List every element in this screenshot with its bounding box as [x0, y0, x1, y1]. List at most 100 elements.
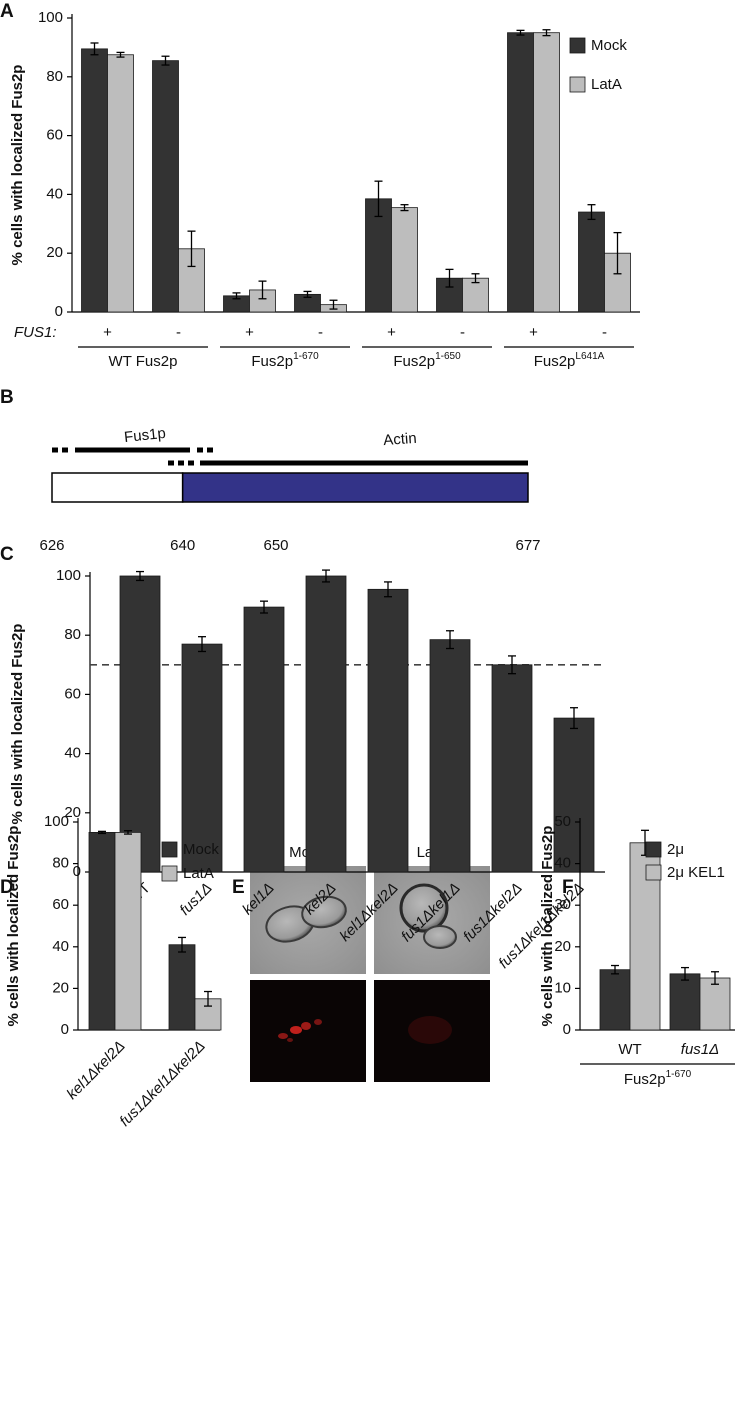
- y-tick-label: 60: [64, 685, 81, 702]
- y-tick-label: 100: [44, 813, 69, 830]
- x-tick-label: -: [460, 324, 465, 341]
- bar: [306, 576, 346, 872]
- x-tick-label: +: [529, 324, 538, 341]
- bar: [508, 33, 534, 312]
- legend-swatch: [570, 38, 585, 53]
- y-axis-label: % cells with localized Fus2p: [5, 826, 22, 1027]
- bar: [463, 278, 489, 312]
- y-tick-label: 80: [52, 855, 69, 872]
- x-tick-label: fus1Δ: [681, 1041, 719, 1058]
- y-tick-label: 40: [46, 185, 63, 202]
- bar: [534, 33, 560, 312]
- y-tick-label: 50: [554, 813, 571, 830]
- y-tick-label: 20: [46, 244, 63, 261]
- legend-swatch: [646, 842, 661, 857]
- x-tick-label: -: [602, 324, 607, 341]
- cell: [424, 926, 456, 948]
- x-tick-label: +: [103, 324, 112, 341]
- legend-swatch: [646, 865, 661, 880]
- bar: [430, 640, 470, 872]
- y-tick-label: 10: [554, 979, 571, 996]
- residue-label: 626: [39, 537, 64, 554]
- bar: [600, 970, 630, 1030]
- group-label: Fus2pL641A: [534, 351, 605, 370]
- y-tick-label: 100: [56, 567, 81, 584]
- y-tick-label: 0: [55, 303, 63, 320]
- label-text: Fus2p: [393, 353, 435, 370]
- micrographs: Mock LatA: [250, 844, 490, 1082]
- x-tick-label: fus1Δ: [176, 880, 215, 919]
- y-tick-label: 80: [46, 68, 63, 85]
- bar: [82, 49, 108, 312]
- bar: [115, 832, 141, 1030]
- y-tick-label: 0: [61, 1021, 69, 1038]
- domain-box: [52, 473, 183, 502]
- panel-label: B: [0, 387, 14, 408]
- legend-label: 2μ KEL1: [667, 864, 725, 881]
- x-tick-label: WT: [618, 1041, 641, 1058]
- bar: [670, 974, 700, 1030]
- x-tick-label: +: [387, 324, 396, 341]
- y-tick-label: 40: [64, 745, 81, 762]
- label-text: Fus2p: [534, 353, 576, 370]
- y-tick-label: 20: [554, 938, 571, 955]
- label-text: WT Fus2p: [109, 353, 178, 370]
- bar: [89, 832, 115, 1030]
- bar: [182, 644, 222, 872]
- group-label: WT Fus2p: [109, 353, 178, 370]
- x-tick-label: -: [176, 324, 181, 341]
- y-tick-label: 0: [73, 863, 81, 880]
- fus1p-label: Fus1p: [123, 425, 166, 446]
- label-text: Fus2p: [251, 353, 293, 370]
- actin-label: Actin: [383, 430, 417, 449]
- domain-box: [183, 473, 528, 502]
- residue-label: 677: [515, 537, 540, 554]
- y-tick-label: 100: [38, 9, 63, 26]
- x-tick-label: fus1Δkel1Δkel2Δ: [116, 1038, 208, 1130]
- legend-swatch: [162, 842, 177, 857]
- bar: [120, 576, 160, 872]
- bar: [169, 945, 195, 1030]
- panel-label: E: [232, 877, 245, 898]
- bar: [554, 718, 594, 872]
- legend-swatch: [162, 866, 177, 881]
- y-tick-label: 40: [52, 938, 69, 955]
- y-tick-label: 20: [52, 979, 69, 996]
- y-tick-label: 30: [554, 896, 571, 913]
- y-tick-label: 80: [64, 626, 81, 643]
- bar: [153, 61, 179, 312]
- panel-label: C: [0, 544, 14, 565]
- bar: [368, 589, 408, 872]
- y-tick-label: 40: [554, 855, 571, 872]
- legend-label: LatA: [183, 865, 214, 882]
- y-tick-label: 60: [46, 127, 63, 144]
- residue-label: 650: [263, 537, 288, 554]
- legend-label: Mock: [183, 841, 219, 858]
- residue-label: 640: [170, 537, 195, 554]
- binding-lines: [52, 450, 528, 463]
- x-tick-label: -: [318, 324, 323, 341]
- x-tick-label: kel1Δkel2Δ: [63, 1038, 128, 1103]
- y-tick-label: 60: [52, 896, 69, 913]
- y-tick-label: 0: [563, 1021, 571, 1038]
- domain-diagram: Fus1p Actin 626 640 650 677: [39, 425, 540, 554]
- legend-label: Mock: [591, 37, 627, 54]
- label-text: Fus2p: [624, 1071, 666, 1088]
- group-label: Fus2p1-670: [624, 1069, 692, 1088]
- label-superscript: 1-670: [293, 351, 319, 362]
- y-axis-label: % cells with localized Fus2p: [9, 624, 26, 825]
- legend-label: LatA: [591, 76, 622, 93]
- y-axis-label: % cells with localized Fus2p: [9, 65, 26, 266]
- fluorescence-signal: [408, 1016, 452, 1044]
- bar: [700, 978, 730, 1030]
- bar: [244, 607, 284, 872]
- bar: [392, 208, 418, 312]
- row-label: FUS1:: [14, 324, 57, 341]
- legend-label: 2μ: [667, 841, 684, 858]
- bar: [492, 665, 532, 872]
- bar: [108, 55, 134, 312]
- bar: [579, 212, 605, 312]
- label-superscript: 1-670: [666, 1069, 692, 1080]
